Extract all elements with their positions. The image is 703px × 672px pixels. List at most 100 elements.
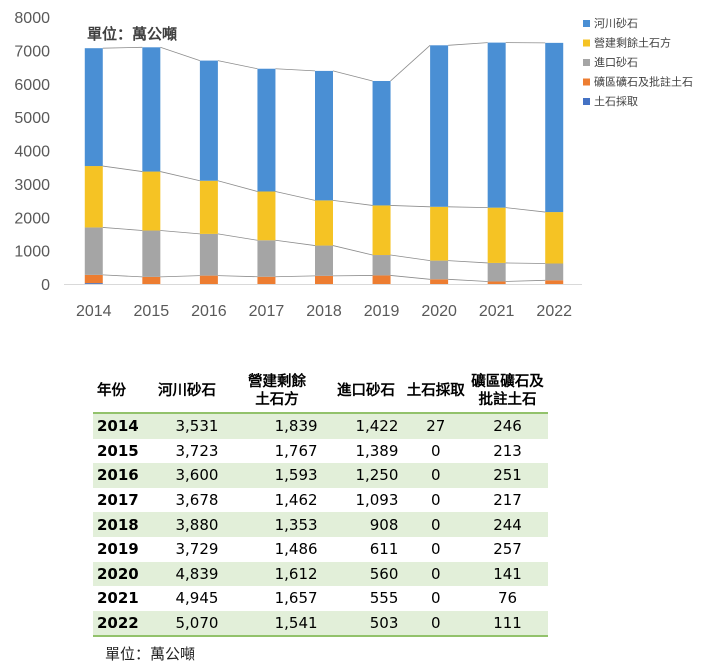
- x-tick-label: 2019: [364, 303, 400, 320]
- series-line-segment: [102, 46, 143, 49]
- legend-label: 土石採取: [594, 94, 638, 108]
- bar-segment: [84, 283, 103, 284]
- table-cell: 1,541: [274, 614, 318, 633]
- table-cell: 0: [430, 540, 441, 559]
- legend-swatch: [583, 59, 590, 66]
- bar-segment: [487, 42, 506, 208]
- legend-label: 礦區礦石及批註土石: [594, 75, 693, 89]
- table-cell: 1,486: [274, 540, 318, 559]
- bar-segment: [257, 68, 276, 192]
- table-cell: 1,389: [355, 441, 399, 460]
- table-year-cell: 2022: [97, 614, 139, 633]
- series-line-segment: [102, 274, 143, 278]
- legend-label: 營建剩餘土石方: [594, 36, 671, 50]
- table-cell: 27: [426, 417, 446, 436]
- series-line-segment: [102, 227, 143, 231]
- x-tick-label: 2014: [76, 303, 112, 320]
- table-cell: 251: [493, 466, 522, 485]
- series-connector-lines: [102, 42, 546, 282]
- legend-label: 河川砂石: [594, 17, 638, 30]
- table-row: 2018 3,880 1,353 908 0 244: [93, 512, 548, 537]
- table-row: 2017 3,678 1,462 1,093 0 217: [93, 488, 548, 513]
- bar-segment: [487, 281, 506, 284]
- table-cell: 3,531: [175, 417, 219, 436]
- table-cell: 3,678: [175, 491, 219, 510]
- table-header-row: 年份 河川砂石 營建剩餘 土石方 進口砂石 土石採取 礦區礦石及 批註土石: [93, 370, 548, 413]
- legend-swatch: [583, 20, 590, 27]
- series-line-segment: [332, 70, 373, 82]
- table-cell: 1,422: [355, 417, 399, 436]
- x-tick-label: 2018: [306, 303, 342, 320]
- bar-segment: [199, 180, 218, 234]
- y-tick-label: 8000: [14, 10, 50, 27]
- table-cell: 0: [430, 441, 441, 460]
- series-line-segment: [217, 275, 258, 278]
- table-cell: 4,839: [175, 564, 219, 583]
- series-line-segment: [332, 199, 373, 206]
- table-unit-note: 單位：萬公噸: [105, 645, 196, 663]
- series-line-segment: [448, 260, 488, 264]
- table-header-cell: 河川砂石: [158, 383, 217, 399]
- table-cell: 908: [369, 515, 399, 534]
- table-cell: 0: [430, 515, 441, 534]
- table-cell: 213: [493, 441, 522, 460]
- table-year-cell: 2016: [97, 466, 139, 485]
- table-row: 2016 3,600 1,593 1,250 0 251: [93, 463, 548, 488]
- table-cell: 76: [498, 589, 518, 608]
- legend-swatch: [583, 78, 590, 86]
- bar-segment: [142, 171, 161, 231]
- bar-segment: [487, 262, 506, 282]
- series-line-segment: [448, 278, 488, 282]
- bar-segment: [545, 263, 564, 281]
- series-line-segment: [102, 165, 143, 172]
- x-tick-label: 2022: [536, 303, 572, 320]
- bar-segment: [199, 233, 218, 276]
- table-cell: 4,945: [175, 589, 219, 608]
- series-line-segment: [448, 206, 488, 209]
- series-line-segment: [217, 180, 258, 192]
- bar-segment: [84, 48, 103, 167]
- table-header-cell: 土石採取: [406, 383, 465, 399]
- table-cell: 5,070: [175, 614, 219, 633]
- table-year-cell: 2018: [97, 515, 139, 534]
- table-cell: 1,462: [274, 491, 318, 510]
- table-cell: 1,593: [274, 466, 318, 485]
- bar-segment: [430, 260, 449, 280]
- series-line-segment: [505, 262, 546, 264]
- y-tick-label: 5000: [14, 110, 50, 127]
- table-cell: 3,600: [175, 466, 219, 485]
- table-cell: 1,767: [274, 441, 318, 460]
- series-line-segment: [448, 42, 488, 46]
- table-header-cell: 礦區礦石及 批註土石: [471, 374, 544, 408]
- table-cell: 560: [369, 564, 399, 583]
- series-line-segment: [332, 245, 373, 256]
- legend-label: 進口砂石: [594, 56, 638, 69]
- x-tick-label: 2017: [249, 303, 285, 320]
- series-line-segment: [160, 171, 200, 182]
- table-row: 2015 3,723 1,767 1,389 0 213: [93, 439, 548, 464]
- series-line-segment: [275, 239, 316, 246]
- table-cell: 555: [369, 589, 399, 608]
- table-cell: 0: [430, 466, 441, 485]
- bar-segment: [545, 212, 564, 264]
- series-line-segment: [275, 275, 316, 278]
- y-tick-label: 6000: [14, 77, 50, 94]
- x-axis-ticks: 2014 2015 2016 2017 2018 2019 2020 2021 2022: [64, 284, 582, 320]
- series-line-segment: [390, 205, 431, 208]
- bar-segment: [142, 276, 161, 284]
- bar-segment: [84, 227, 103, 275]
- bar-segment: [545, 42, 564, 213]
- bar-segment: [545, 280, 564, 284]
- table-row: 2014 3,531 1,839 1,422 27 246: [93, 413, 548, 439]
- bar-stacks: [84, 42, 564, 284]
- table-header-cell: 年份: [97, 383, 126, 399]
- table-cell: 503: [369, 614, 399, 633]
- x-tick-label: 2021: [479, 303, 515, 320]
- y-tick-label: 0: [41, 277, 50, 294]
- series-line-segment: [217, 60, 258, 70]
- table-cell: 257: [493, 540, 522, 559]
- bar-segment: [372, 275, 391, 284]
- table-cell: 217: [493, 491, 522, 510]
